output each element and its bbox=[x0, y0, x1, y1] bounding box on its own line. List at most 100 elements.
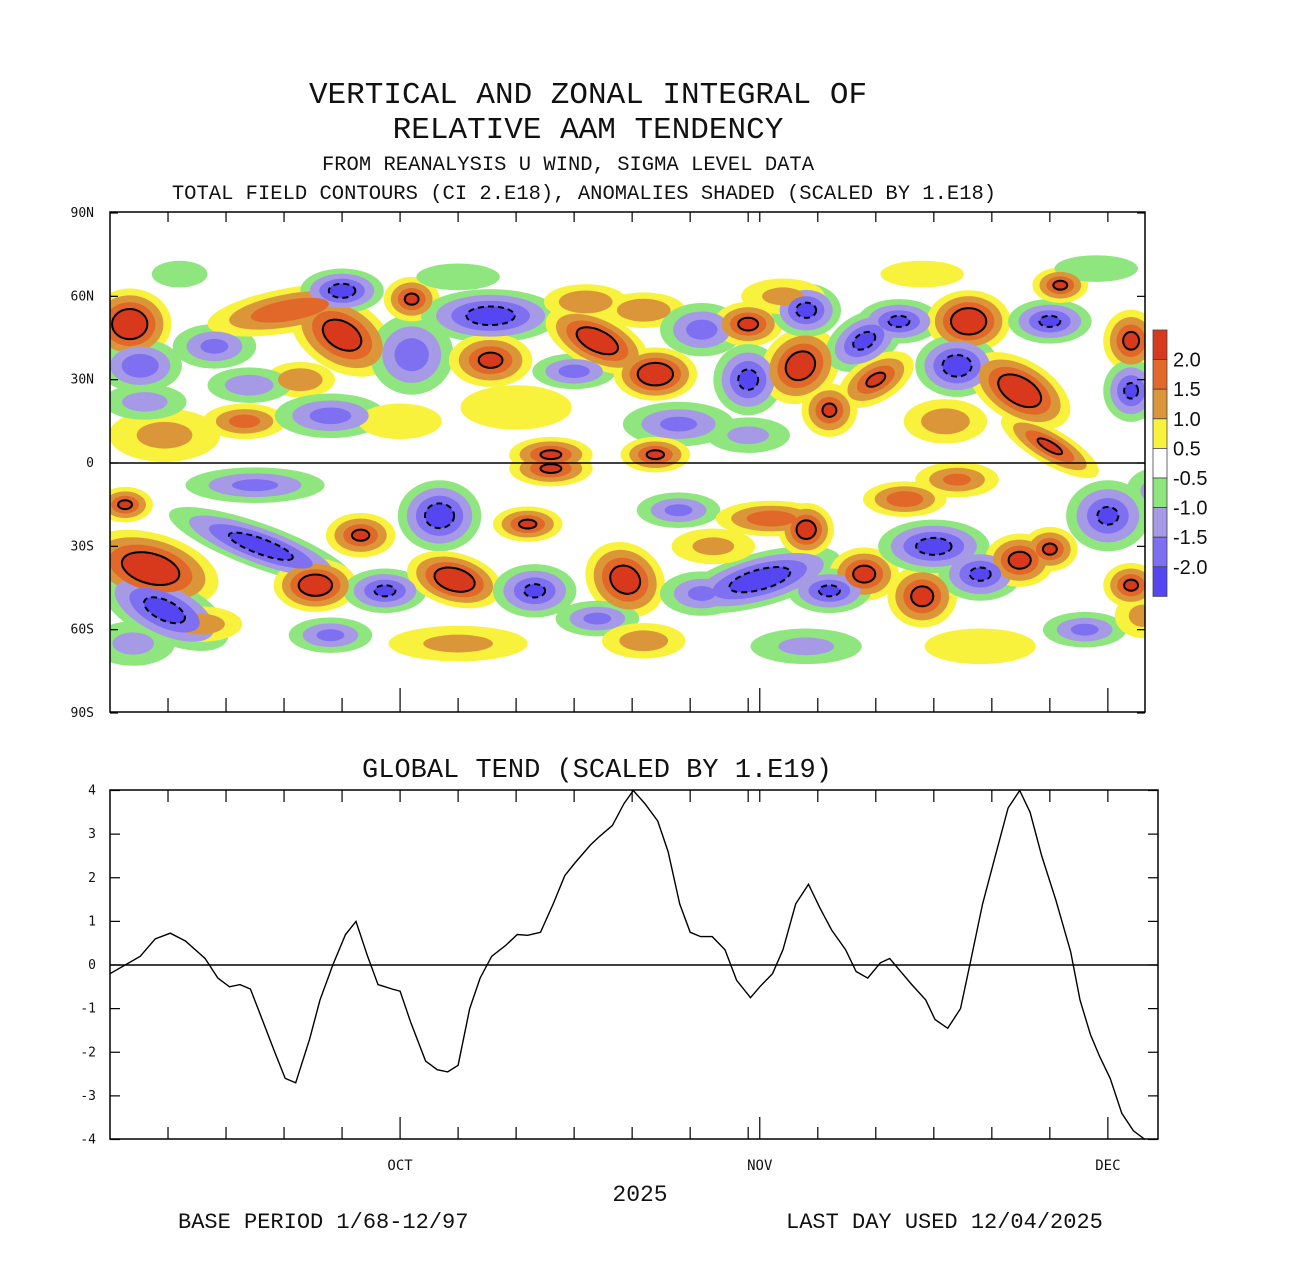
anomaly-level-pos-2 bbox=[478, 352, 503, 368]
total-field-contour-negative bbox=[915, 536, 953, 556]
legend-swatch bbox=[1152, 507, 1168, 538]
anomaly-level-neg-1.5 bbox=[316, 629, 345, 642]
anomaly-level-pos-1 bbox=[616, 298, 671, 322]
total-field-contour-positive bbox=[1036, 437, 1064, 456]
legend-swatch bbox=[1152, 388, 1168, 420]
total-field-contour-positive bbox=[949, 307, 988, 336]
total-field-contour-positive bbox=[321, 318, 363, 352]
total-field-contour-positive bbox=[784, 350, 817, 382]
subtitle-line-1: FROM REANALYSIS U WIND, SIGMA LEVEL DATA bbox=[322, 154, 815, 177]
anomaly-map bbox=[110, 255, 1145, 666]
anomaly-level-pos-2 bbox=[351, 529, 370, 541]
anomaly-level-neg-0.5 bbox=[1054, 255, 1139, 282]
anomaly-level-neg-1.5 bbox=[1070, 623, 1099, 636]
total-field-contour-positive bbox=[575, 326, 620, 356]
anomaly-level-neg-1.5 bbox=[664, 504, 693, 517]
total-field-contour-positive bbox=[539, 449, 563, 461]
anomaly-level-pos-2 bbox=[1053, 280, 1068, 290]
anomaly-level-neg-2 bbox=[738, 369, 759, 390]
anomaly-level-neg-1.5 bbox=[309, 407, 352, 425]
total-field-contour-negative bbox=[143, 596, 187, 625]
anomaly-level-pos-2 bbox=[637, 362, 674, 386]
anomaly-level-pos-2 bbox=[1123, 331, 1140, 350]
global-tendency-line bbox=[109, 789, 1146, 1141]
anomaly-level-pos-2 bbox=[1124, 579, 1139, 591]
anomaly-level-pos-1.5 bbox=[250, 297, 329, 323]
total-field-contour-positive bbox=[433, 566, 476, 593]
year-label: 2025 bbox=[612, 1182, 667, 1208]
total-field-contour-negative bbox=[424, 502, 456, 530]
line-y-tick-label: -4 bbox=[80, 1133, 96, 1148]
total-field-contour-positive bbox=[609, 564, 642, 595]
legend-level-label: 2.0 bbox=[1173, 350, 1201, 372]
anomaly-level-neg-2 bbox=[1097, 506, 1119, 525]
total-field-contour-positive bbox=[350, 528, 371, 542]
total-field-contour-positive bbox=[477, 351, 504, 369]
anomaly-level-pos-2 bbox=[822, 403, 837, 417]
month-label: DEC bbox=[1095, 1158, 1120, 1174]
total-field-contour-positive bbox=[1122, 330, 1141, 351]
anomaly-level-neg-1 bbox=[122, 392, 168, 412]
anomaly-level-pos-1.5 bbox=[746, 510, 797, 527]
legend-level-label: -0.5 bbox=[1173, 468, 1207, 490]
anomaly-level-pos-2 bbox=[911, 586, 934, 607]
line-y-tick-label: 0 bbox=[88, 958, 96, 973]
total-field-contour-positive bbox=[403, 292, 420, 306]
anomaly-level-pos-1 bbox=[921, 408, 970, 435]
anomaly-level-neg-1 bbox=[778, 637, 835, 656]
total-field-contour-positive bbox=[645, 449, 666, 461]
map-frame bbox=[109, 211, 1146, 713]
anomaly-level-neg-2 bbox=[916, 537, 952, 555]
total-field-contour-negative bbox=[941, 353, 973, 378]
total-field-contour-positive bbox=[539, 463, 563, 475]
anomaly-level-pos-0.5 bbox=[880, 260, 964, 288]
anomaly-level-neg-1.5 bbox=[121, 353, 159, 378]
last-day-label: LAST DAY USED 12/04/2025 bbox=[786, 1210, 1103, 1235]
anomaly-level-neg-1 bbox=[1140, 482, 1145, 500]
total-field-contour-negative bbox=[737, 368, 760, 391]
total-field-contour-positive bbox=[997, 373, 1043, 409]
total-field-contour-positive bbox=[1123, 578, 1140, 592]
anomaly-level-neg-2 bbox=[1039, 315, 1061, 327]
anomaly-level-neg-2 bbox=[425, 503, 455, 529]
anomaly-level-pos-2 bbox=[950, 308, 987, 335]
anomaly-level-pos-2 bbox=[785, 351, 816, 381]
line-y-tick-label: 3 bbox=[88, 827, 96, 842]
legend-swatch bbox=[1152, 536, 1168, 568]
legend-swatch bbox=[1152, 447, 1168, 479]
anomaly-level-pos-2 bbox=[121, 552, 180, 585]
anomaly-level-neg-2 bbox=[942, 354, 972, 377]
anomaly-level-neg-2 bbox=[144, 597, 186, 624]
anomaly-level-pos-2 bbox=[1037, 438, 1063, 455]
legend-level-label: -1.5 bbox=[1173, 527, 1207, 549]
total-field-contour-negative bbox=[327, 282, 357, 299]
total-field-contour-negative bbox=[1096, 505, 1120, 526]
legend-level-label: 1.0 bbox=[1173, 409, 1201, 431]
total-field-contour-negative bbox=[817, 584, 841, 598]
anomaly-level-pos-1.5 bbox=[886, 491, 924, 508]
anomaly-level-pos-2 bbox=[540, 450, 562, 460]
anomaly-level-pos-2 bbox=[853, 565, 876, 583]
legend-level-label: -2.0 bbox=[1173, 557, 1207, 579]
base-period-label: BASE PERIOD 1/68-12/97 bbox=[178, 1210, 468, 1235]
anomaly-level-pos-1 bbox=[1128, 604, 1145, 627]
anomaly-level-pos-2 bbox=[1008, 551, 1031, 569]
anomaly-level-pos-1 bbox=[558, 290, 613, 314]
legend-swatch bbox=[1152, 329, 1168, 361]
map-y-tick-label: 30S bbox=[71, 539, 94, 554]
map-y-tick-label: 30N bbox=[71, 373, 94, 388]
anomaly-level-neg-1.5 bbox=[558, 364, 590, 379]
line-chart-axes: 4 3 2 1 0 -1 -2 -3 -4 OCT NOV DEC bbox=[80, 784, 1158, 1174]
anomaly-level-neg-1.5 bbox=[687, 586, 716, 601]
line-y-tick-label: -2 bbox=[80, 1045, 96, 1060]
total-field-contour-positive bbox=[636, 361, 675, 387]
map-y-tick-label: 60N bbox=[71, 289, 94, 304]
legend-level-label: 0.5 bbox=[1173, 438, 1201, 460]
total-field-contour-positive bbox=[910, 585, 935, 608]
anomaly-level-pos-2 bbox=[112, 309, 148, 340]
total-field-contour-negative bbox=[795, 301, 818, 319]
line-chart-title: GLOBAL TEND (SCALED BY 1.E19) bbox=[362, 756, 832, 786]
anomaly-level-pos-2 bbox=[576, 327, 619, 355]
legend-swatch bbox=[1152, 418, 1168, 449]
anomaly-level-neg-1.5 bbox=[686, 319, 718, 340]
